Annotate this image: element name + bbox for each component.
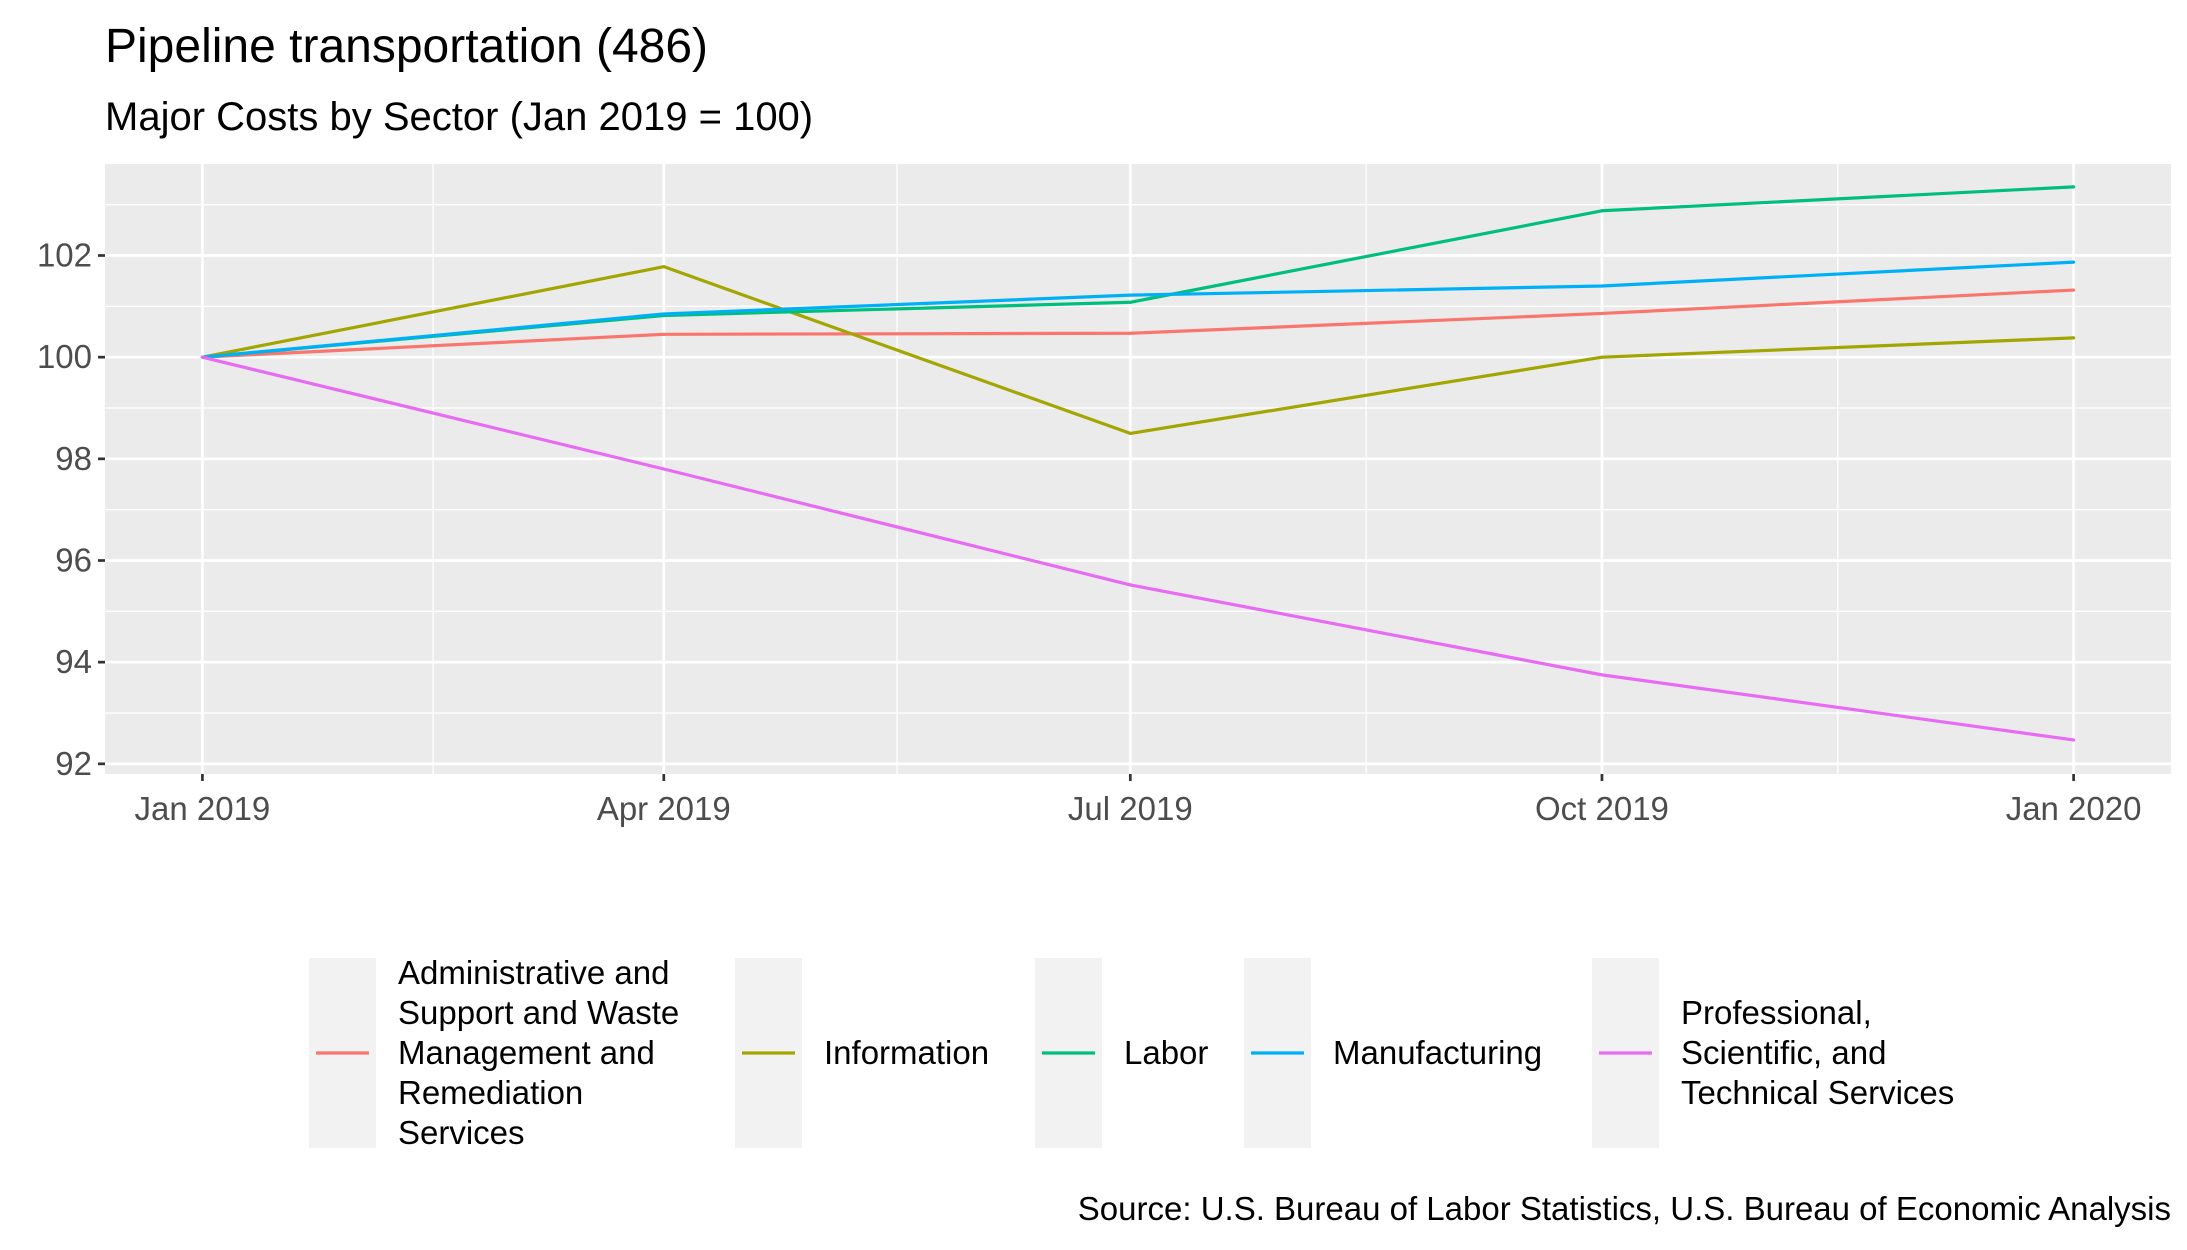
plot-panel: [105, 164, 2171, 774]
series-point-2: [662, 265, 666, 269]
legend-label: Professional,: [1681, 994, 1872, 1031]
legend-label: Labor: [1124, 1034, 1208, 1071]
legend-label: Scientific, and: [1681, 1034, 1886, 1071]
series-point-4: [2071, 260, 2076, 264]
series-point-3: [1128, 300, 1132, 304]
series-point-5: [200, 355, 205, 359]
legend-label: Remediation: [398, 1074, 583, 1111]
series-point-5: [1128, 583, 1132, 587]
legend-label: Information: [824, 1034, 989, 1071]
legend-label: Administrative and: [398, 954, 669, 991]
x-tick-label: Oct 2019: [1535, 790, 1669, 827]
series-point-1: [662, 332, 666, 336]
series-point-1: [2071, 288, 2076, 292]
x-tick-label: Apr 2019: [597, 790, 731, 827]
y-tick-label: 98: [55, 440, 92, 477]
axis-layer: 92 94 96 98 100 102 Jan 2019 Apr 2019 Jul 2019 Oc…: [37, 237, 2142, 828]
series-point-4: [662, 312, 666, 316]
series-point-1: [1600, 311, 1604, 316]
series-point-2: [1600, 355, 1604, 359]
legend-label: Services: [398, 1114, 525, 1151]
series-point-2: [1128, 431, 1132, 436]
series-point-5: [662, 467, 666, 471]
y-tick-label: 102: [37, 237, 92, 274]
chart-subtitle: Major Costs by Sector (Jan 2019 = 100): [105, 95, 813, 139]
series-layer: [200, 185, 2076, 742]
chart-title: Pipeline transportation (486): [105, 20, 708, 73]
y-tick-label: 96: [55, 542, 92, 579]
chart-caption: Source: U.S. Bureau of Labor Statistics,…: [1078, 1190, 2171, 1227]
series-point-4: [1128, 293, 1132, 297]
series-point-3: [1600, 209, 1604, 213]
x-tick-label: Jan 2020: [2006, 790, 2142, 827]
series-point-5: [1600, 673, 1604, 677]
series-point-2: [2071, 336, 2076, 340]
series-point-4: [1600, 284, 1604, 288]
x-tick-label: Jan 2019: [135, 790, 271, 827]
y-tick-label: 100: [37, 338, 92, 375]
y-tick-label: 92: [55, 745, 92, 782]
series-point-5: [2071, 738, 2076, 742]
grid-major: [105, 164, 2171, 774]
grid-minor: [105, 164, 2171, 774]
legend-label: Support and Waste: [398, 994, 679, 1031]
series-point-1: [1128, 331, 1132, 335]
y-tick-label: 94: [55, 643, 92, 680]
series-point-3: [2071, 185, 2076, 189]
legend-label: Technical Services: [1681, 1074, 1954, 1111]
legend-label: Manufacturing: [1333, 1034, 1542, 1071]
legend-label: Management and: [398, 1034, 655, 1071]
x-tick-label: Jul 2019: [1068, 790, 1193, 827]
